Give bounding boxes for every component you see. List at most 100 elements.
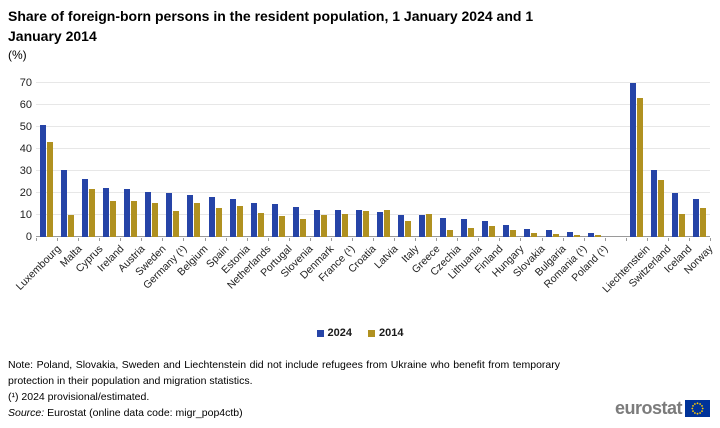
x-axis-tick [183,238,185,241]
footnote-source: Source: Eurostat (online data code: migr… [8,407,243,419]
bar-2024-czechia [440,218,447,237]
bar-2024-ireland [103,187,110,237]
x-axis-tick [604,238,606,241]
bar-2014-cyprus [89,188,96,237]
legend: 2024 2014 [0,327,720,339]
bar-2024-lithuania [461,219,468,237]
bar-2014-portugal [278,216,285,237]
y-axis-tick-label: 70 [19,77,32,89]
bar-2024-greece [419,215,426,237]
x-axis-tick [710,238,711,241]
bar-2024-malta [61,169,68,237]
x-axis-tick [78,238,80,241]
bar-2014-luxembourg [47,142,54,237]
bar-2024-slovakia [524,229,531,237]
bar-2014-poland [594,234,601,237]
bar-2014-sweden [152,202,159,237]
y-axis-tick-label: 30 [19,165,32,177]
source-text: Eurostat (online data code: migr_pop4ctb… [44,407,243,419]
bar-2024-netherlands [250,202,257,237]
y-axis-tick-label: 10 [19,209,32,221]
bar-2014-finland [489,226,496,237]
x-axis-tick [267,238,269,241]
bar-2014-czechia [447,230,454,237]
x-axis-tick [499,238,501,241]
bar-2024-germany [166,193,173,237]
gridline-10 [36,214,710,215]
bar-2014-belgium [194,202,201,237]
bar-2024-sweden [145,191,152,237]
x-axis-tick [373,238,374,241]
bar-2014-lithuania [468,228,475,237]
bar-2014-switzerland [657,179,664,237]
legend-swatch-2014 [368,329,375,337]
chart-title: Share of foreign-born persons in the res… [8,8,534,45]
bar-2014-romania [573,234,580,237]
x-axis-tick [246,238,248,241]
bar-2014-slovenia [299,219,306,237]
bar-2014-italy [405,220,412,237]
legend-swatch-2024 [316,329,324,337]
x-axis-tick [562,238,564,241]
x-axis-label: Iceland [662,243,695,276]
bar-2024-denmark [313,209,320,237]
x-axis-tick [688,238,690,241]
y-axis-tick-label: 50 [19,121,32,133]
bar-2014-bulgaria [552,233,559,237]
x-axis-tick [309,238,311,241]
x-axis-tick [478,238,480,241]
bar-2014-malta [68,215,75,237]
eu-flag-icon [685,400,710,417]
bar-2014-austria [131,200,138,237]
x-axis-tick [57,238,59,241]
eurostat-logo-text: eurostat [614,398,683,418]
gridline-60 [36,104,710,105]
x-axis-tick [99,238,101,241]
x-axis-tick [457,238,459,241]
x-axis-tick [436,238,438,241]
x-axis-tick [541,238,543,241]
bar-2014-hungary [510,230,517,237]
bar-2024-spain [208,197,215,237]
gridline-40 [36,148,710,149]
bar-2014-croatia [362,210,369,237]
plot-area: 0 10 20 30 40 50 60 70 Luxembourg Malta Cyprus Irel… [13,77,716,295]
legend-item-2014: 2014 [368,327,403,339]
bar-2024-france [334,209,341,237]
bar-2024-croatia [355,209,362,237]
bar-2024-luxembourg [40,124,47,237]
bar-2014-spain [215,208,222,237]
bar-2024-slovenia [292,207,299,237]
bar-2024-italy [398,215,405,237]
x-axis-tick [288,238,290,241]
gridline-70 [36,82,710,83]
legend-label-2024: 2024 [327,327,352,339]
bar-2014-latvia [384,209,391,237]
x-axis-tick [583,238,585,241]
x-axis-tick [667,238,669,241]
bar-2024-austria [124,188,131,237]
bar-2014-estonia [236,206,243,237]
bar-2014-denmark [320,215,327,237]
x-axis-tick [351,238,353,241]
gridline-20 [36,192,710,193]
bar-2014-slovakia [531,232,538,237]
y-axis-tick-label: 20 [19,187,32,199]
source-label: Source: [8,407,45,419]
bar-2024-belgium [187,195,194,237]
bar-2014-norway [699,208,706,237]
x-axis-tick [520,238,522,241]
bar-2024-iceland [671,193,678,237]
bar-2014-france [341,213,348,237]
x-axis-tick [625,238,627,241]
bar-2024-cyprus [82,178,89,237]
x-axis-tick [394,238,396,241]
bar-2014-greece [426,213,433,237]
bar-2024-liechtenstein [629,83,636,237]
y-axis-tick-label: 0 [25,231,32,243]
x-axis-tick [120,238,122,241]
bar-2024-latvia [377,211,384,237]
bar-2014-iceland [678,213,685,237]
bar-2024-poland [587,232,594,237]
